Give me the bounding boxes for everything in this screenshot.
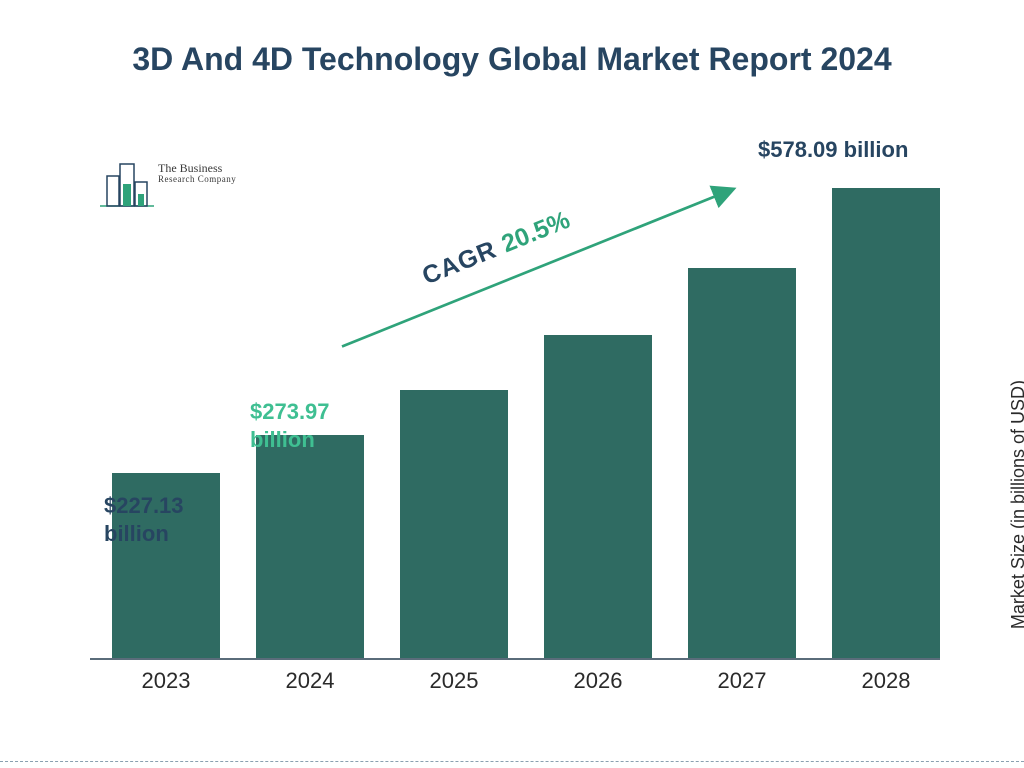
bar-2026 (544, 335, 652, 658)
x-label-2025: 2025 (400, 668, 508, 694)
y-axis-label: Market Size (in billions of USD) (1008, 380, 1024, 629)
x-label-2024: 2024 (256, 668, 364, 694)
bar-2025 (400, 390, 508, 658)
footer-divider (0, 761, 1024, 762)
bar-2024 (256, 435, 364, 658)
bar-2027 (688, 268, 796, 658)
data-label-1: $273.97billion (250, 398, 330, 453)
bar-2028 (832, 188, 940, 658)
x-label-2028: 2028 (832, 668, 940, 694)
x-label-2023: 2023 (112, 668, 220, 694)
data-label-0: $227.13billion (104, 492, 184, 547)
data-label-2: $578.09 billion (758, 136, 908, 164)
chart-title: 3D And 4D Technology Global Market Repor… (0, 38, 1024, 81)
chart-baseline (90, 658, 940, 660)
x-label-2027: 2027 (688, 668, 796, 694)
x-label-2026: 2026 (544, 668, 652, 694)
